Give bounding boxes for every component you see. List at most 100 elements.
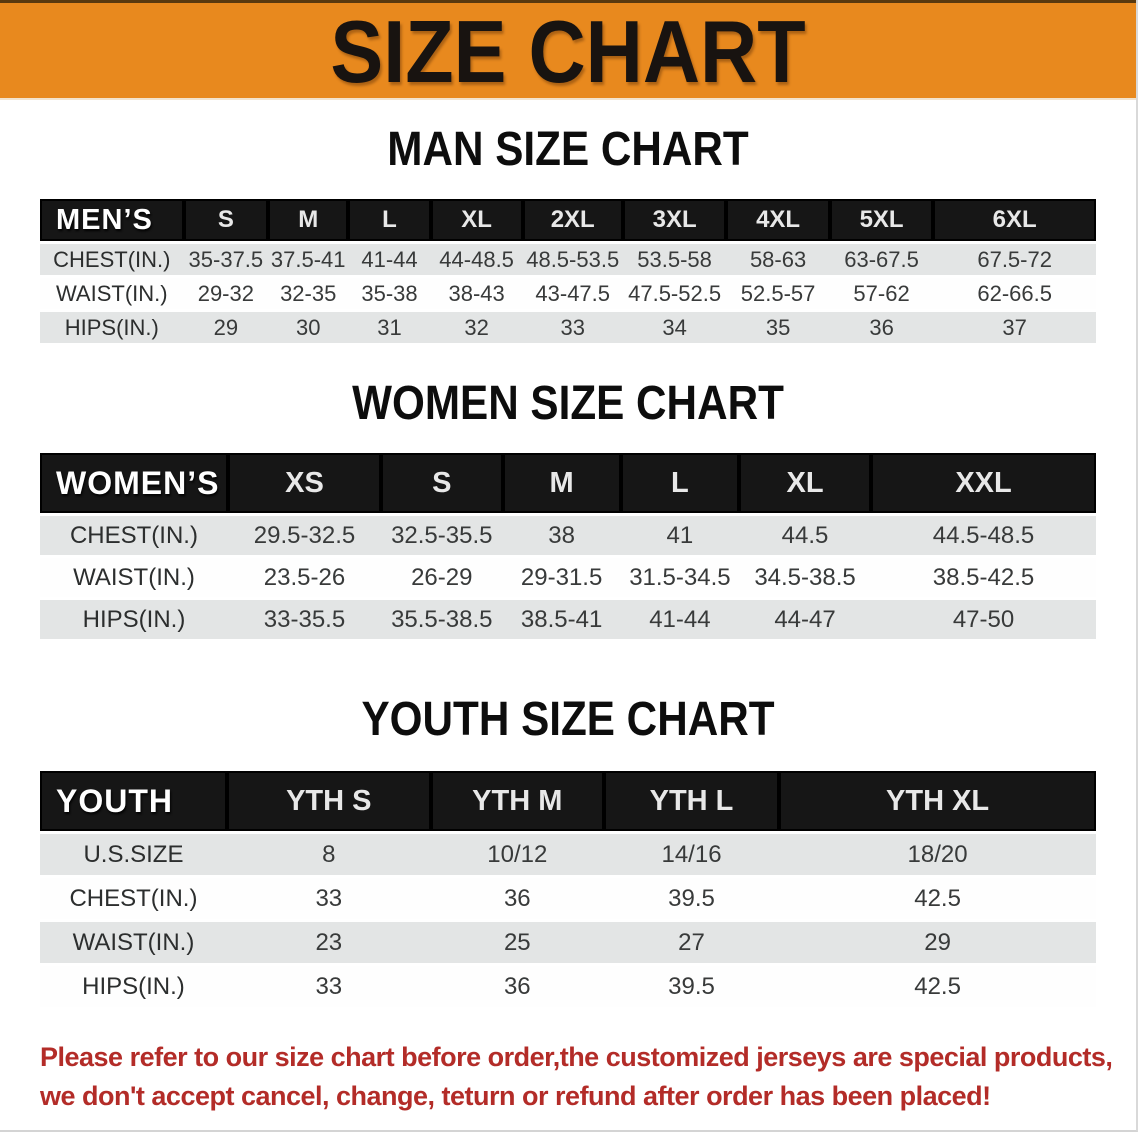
measurement-cell: 10/12 xyxy=(430,834,604,875)
youth-table-row: CHEST(IN.) 33 36 39.5 42.5 xyxy=(40,878,1096,919)
measurement-cell: 44.5-48.5 xyxy=(871,516,1096,555)
youth-table-row: U.S.SIZE 8 10/12 14/16 18/20 xyxy=(40,834,1096,875)
row-label: CHEST(IN.) xyxy=(40,878,227,919)
measurement-cell: 34.5-38.5 xyxy=(739,558,872,597)
measurement-cell: 38-43 xyxy=(430,278,523,309)
measurement-cell: 23 xyxy=(226,922,431,963)
measurement-cell: 47.5-52.5 xyxy=(622,278,727,309)
measurement-cell: 37.5-41 xyxy=(268,244,349,275)
women-table-row: HIPS(IN.) 33-35.5 35.5-38.5 38.5-41 41-44 44-… xyxy=(40,600,1096,639)
women-group-label: WOMEN’S xyxy=(40,453,228,513)
order-disclaimer: Please refer to our size chart before or… xyxy=(40,1038,1113,1116)
measurement-cell: 43-47.5 xyxy=(522,278,623,309)
men-chart-heading: MAN SIZE CHART xyxy=(387,123,749,176)
youth-size-column-header: YTH S xyxy=(226,771,431,831)
men-size-column-header: 4XL xyxy=(726,199,830,241)
measurement-cell: 35.5-38.5 xyxy=(381,600,503,639)
measurement-cell: 31 xyxy=(348,312,431,343)
banner-title: SIZE CHART xyxy=(330,1,806,101)
measurement-cell: 30 xyxy=(268,312,349,343)
measurement-cell: 38.5-41 xyxy=(502,600,621,639)
measurement-cell: 62-66.5 xyxy=(933,278,1096,309)
women-size-section: WOMEN SIZE CHART WOMEN’S XS S M L XL XXL CHEST(… xyxy=(0,380,1136,642)
measurement-cell: 32-35 xyxy=(268,278,349,309)
men-table-row: HIPS(IN.) 29 30 31 32 33 34 35 36 37 xyxy=(40,312,1096,343)
measurement-cell: 47-50 xyxy=(871,600,1096,639)
measurement-cell: 29-31.5 xyxy=(502,558,621,597)
measurement-cell: 39.5 xyxy=(603,878,780,919)
youth-size-section: YOUTH SIZE CHART YOUTH YTH S YTH M YTH L YTH… xyxy=(0,696,1136,1010)
measurement-cell: 23.5-26 xyxy=(227,558,382,597)
measurement-cell: 32 xyxy=(430,312,523,343)
measurement-cell: 34 xyxy=(622,312,727,343)
measurement-cell: 25 xyxy=(430,922,604,963)
youth-group-label: YOUTH xyxy=(40,771,227,831)
men-size-column-header: XL xyxy=(430,199,523,241)
youth-header-row: YOUTH YTH S YTH M YTH L YTH XL xyxy=(40,771,1096,831)
men-size-section: MAN SIZE CHART MEN’S S M L XL 2XL 3XL 4XL 5XL 6XL… xyxy=(0,126,1136,346)
measurement-cell: 58-63 xyxy=(726,244,830,275)
measurement-cell: 35-37.5 xyxy=(183,244,269,275)
measurement-cell: 41 xyxy=(620,516,740,555)
measurement-cell: 42.5 xyxy=(779,966,1096,1007)
youth-table-row: WAIST(IN.) 23 25 27 29 xyxy=(40,922,1096,963)
women-table-row: CHEST(IN.) 29.5-32.5 32.5-35.5 38 41 44.5 44.5… xyxy=(40,516,1096,555)
men-size-column-header: 2XL xyxy=(522,199,623,241)
measurement-cell: 39.5 xyxy=(603,966,780,1007)
youth-table-row: HIPS(IN.) 33 36 39.5 42.5 xyxy=(40,966,1096,1007)
measurement-cell: 36 xyxy=(829,312,934,343)
men-group-label: MEN’S xyxy=(40,199,184,241)
women-size-column-header: XL xyxy=(739,453,872,513)
measurement-cell: 63-67.5 xyxy=(829,244,934,275)
women-chart-heading: WOMEN SIZE CHART xyxy=(352,377,784,430)
measurement-cell: 44-47 xyxy=(739,600,872,639)
measurement-cell: 67.5-72 xyxy=(933,244,1096,275)
youth-size-table: YOUTH YTH S YTH M YTH L YTH XL U.S.SIZE 8 10/12… xyxy=(40,768,1096,1010)
women-size-column-header: XS xyxy=(227,453,382,513)
row-label: U.S.SIZE xyxy=(40,834,227,875)
men-size-table: MEN’S S M L XL 2XL 3XL 4XL 5XL 6XL CHEST(IN.) 35-37… xyxy=(40,196,1096,346)
row-label: WAIST(IN.) xyxy=(40,558,228,597)
measurement-cell: 29.5-32.5 xyxy=(227,516,382,555)
measurement-cell: 31.5-34.5 xyxy=(620,558,740,597)
measurement-cell: 26-29 xyxy=(381,558,503,597)
measurement-cell: 37 xyxy=(933,312,1096,343)
youth-size-column-header: YTH M xyxy=(430,771,604,831)
measurement-cell: 33 xyxy=(226,878,431,919)
men-size-column-header: L xyxy=(348,199,431,241)
measurement-cell: 8 xyxy=(226,834,431,875)
men-size-column-header: 3XL xyxy=(622,199,727,241)
measurement-cell: 29 xyxy=(779,922,1096,963)
youth-chart-heading: YOUTH SIZE CHART xyxy=(361,693,775,746)
measurement-cell: 41-44 xyxy=(620,600,740,639)
women-table-row: WAIST(IN.) 23.5-26 26-29 29-31.5 31.5-34.5 34… xyxy=(40,558,1096,597)
youth-size-column-header: YTH XL xyxy=(779,771,1096,831)
measurement-cell: 44.5 xyxy=(739,516,872,555)
youth-size-column-header: YTH L xyxy=(603,771,780,831)
measurement-cell: 57-62 xyxy=(829,278,934,309)
disclaimer-line-2: we don't accept cancel, change, teturn o… xyxy=(40,1081,991,1111)
row-label: CHEST(IN.) xyxy=(40,244,184,275)
measurement-cell: 52.5-57 xyxy=(726,278,830,309)
row-label: HIPS(IN.) xyxy=(40,966,227,1007)
women-size-column-header: XXL xyxy=(871,453,1096,513)
women-size-table: WOMEN’S XS S M L XL XXL CHEST(IN.) 29.5-32.5 32.5… xyxy=(40,450,1096,642)
row-label: CHEST(IN.) xyxy=(40,516,228,555)
measurement-cell: 35-38 xyxy=(348,278,431,309)
women-header-row: WOMEN’S XS S M L XL XXL xyxy=(40,453,1096,513)
measurement-cell: 38.5-42.5 xyxy=(871,558,1096,597)
men-size-column-header: 6XL xyxy=(933,199,1096,241)
women-size-column-header: S xyxy=(381,453,503,513)
men-size-column-header: M xyxy=(268,199,349,241)
measurement-cell: 14/16 xyxy=(603,834,780,875)
women-size-column-header: L xyxy=(620,453,740,513)
row-label: HIPS(IN.) xyxy=(40,600,228,639)
measurement-cell: 33-35.5 xyxy=(227,600,382,639)
measurement-cell: 32.5-35.5 xyxy=(381,516,503,555)
size-chart-banner: SIZE CHART xyxy=(0,0,1136,100)
men-table-row: WAIST(IN.) 29-32 32-35 35-38 38-43 43-47.5 47.… xyxy=(40,278,1096,309)
measurement-cell: 53.5-58 xyxy=(622,244,727,275)
measurement-cell: 35 xyxy=(726,312,830,343)
measurement-cell: 27 xyxy=(603,922,780,963)
